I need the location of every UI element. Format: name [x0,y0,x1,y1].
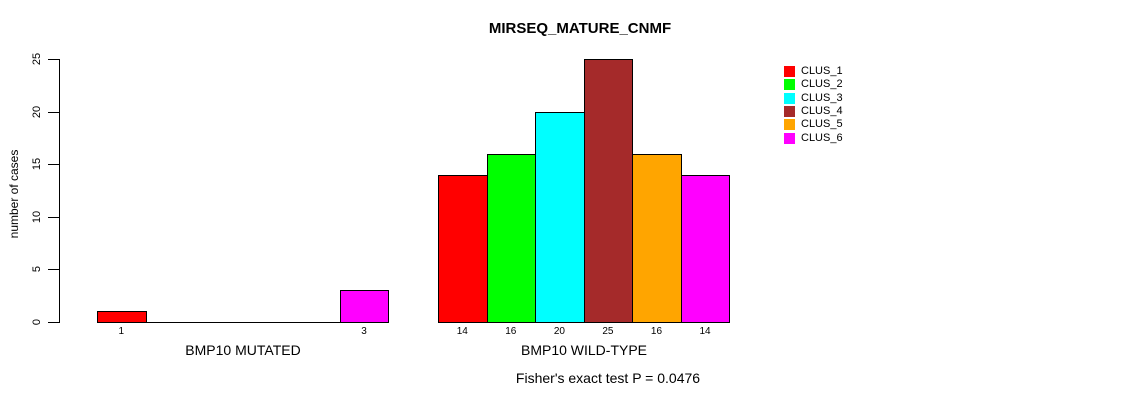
y-axis-tick [48,164,60,166]
chart-title: MIRSEQ_MATURE_CNMF [488,20,672,37]
bar [680,174,731,323]
legend-swatch-clus_2 [784,79,795,91]
legend-row: CLUS_5 [784,118,843,131]
group-label-wildtype: BMP10 WILD-TYPE [520,342,648,358]
bar [97,311,147,323]
y-axis-tick-label: 0 [31,318,43,326]
y-axis-tick-label: 15 [31,158,43,171]
legend-label: CLUS_5 [801,118,843,131]
legend-row: CLUS_6 [784,131,843,144]
legend-label: CLUS_6 [801,131,843,144]
bar-value-label: 16 [505,326,517,337]
y-axis-line [59,59,60,323]
y-axis-tick [48,111,60,113]
legend-label: CLUS_1 [801,65,843,78]
legend-row: CLUS_1 [784,65,843,78]
bar-value-label: 20 [553,326,565,337]
legend-swatch-clus_1 [784,66,795,78]
legend-swatch-clus_6 [784,132,795,144]
legend-swatch-clus_4 [784,106,795,118]
legend-label: CLUS_3 [801,91,843,104]
bar [583,59,634,323]
zero-height-bar-line [242,322,293,323]
legend-row: CLUS_3 [784,92,843,105]
y-axis-tick-label: 20 [31,105,43,118]
y-axis-tick-label: 25 [31,52,43,66]
bar [535,111,585,323]
legend-label: CLUS_2 [801,78,843,91]
bar-value-label: 14 [456,326,468,337]
y-axis-tick [48,59,60,60]
legend-swatch-clus_3 [784,92,795,104]
bar-value-label: 14 [699,326,711,337]
zero-height-bar-line [291,322,341,323]
legend-row: CLUS_2 [784,78,843,91]
bar-value-label: 3 [361,326,367,337]
y-axis-tick [48,322,60,323]
y-axis-tick-label: 10 [31,210,43,223]
bar-value-label: 16 [650,326,663,337]
legend-label: CLUS_4 [801,105,843,118]
bar [438,174,488,323]
y-axis-tick-label: 5 [31,266,43,273]
y-axis-label: number of cases [7,149,21,239]
legend-row: CLUS_4 [784,105,843,118]
zero-height-bar-line [194,322,244,323]
zero-height-bar-line [145,322,196,323]
legend: CLUS_1 CLUS_2 CLUS_3 CLUS_4 CLUS_5 CLUS_6 [784,65,843,145]
group-label-mutated: BMP10 MUTATED [185,342,301,358]
bar-value-label: 1 [118,326,125,337]
bar [486,153,537,323]
footnote-text: Fisher's exact test P = 0.0476 [515,370,701,386]
bar-value-label: 25 [602,326,614,337]
legend-swatch-clus_5 [784,119,795,131]
y-axis-tick [48,216,60,218]
bar [632,153,682,323]
bar [339,290,390,323]
y-axis-tick [48,269,60,271]
